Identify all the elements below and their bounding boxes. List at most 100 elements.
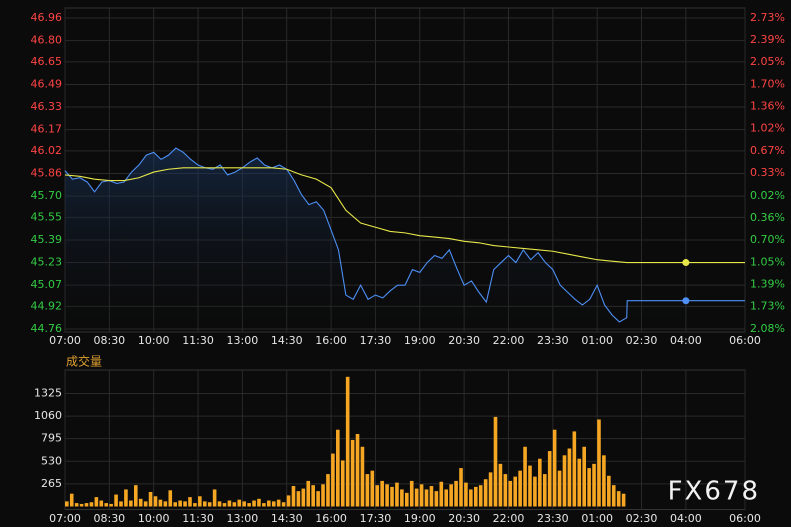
volume-bar (498, 463, 503, 507)
volume-bar (198, 496, 202, 507)
volume-bar (621, 493, 626, 507)
volume-bar (237, 499, 242, 507)
last-point-marker (682, 297, 690, 305)
y2-tick-label: 0.70% (750, 233, 785, 246)
volume-bar (124, 489, 128, 507)
last-point-marker (682, 259, 690, 267)
y2-tick-label: 0.33% (750, 166, 785, 179)
volume-bar (375, 485, 380, 507)
x-tick-label: 20:30 (448, 334, 480, 347)
x-tick-label: 14:30 (271, 334, 303, 347)
volume-bar (321, 484, 325, 507)
price-area (65, 148, 686, 329)
volume-bar (178, 500, 182, 507)
x-tick-label: 22:00 (493, 512, 525, 525)
volume-bar (138, 498, 143, 507)
volume-bar (306, 480, 311, 507)
volume-bar (528, 465, 532, 507)
y2-tick-label: 1.05% (750, 255, 785, 268)
x-tick-label: 13:00 (227, 512, 259, 525)
volume-bar (331, 453, 335, 507)
volume-bar (247, 503, 251, 507)
volume-bar (202, 501, 207, 507)
volume-bar (518, 470, 522, 507)
watermark: FX678 (668, 477, 760, 507)
volume-bar (616, 491, 621, 507)
volume-bar (434, 491, 439, 507)
average-line (64, 167, 686, 264)
volume-bar (483, 479, 488, 507)
y-tick-label: 45.86 (31, 167, 63, 180)
volume-bar (557, 470, 562, 507)
y-tick-label: 1325 (34, 386, 62, 399)
x-tick-label: 14:30 (271, 512, 303, 525)
volume-bar (109, 503, 113, 507)
volume-bar (74, 503, 79, 507)
y2-tick-label: 2.08% (750, 322, 785, 335)
volume-bar (193, 503, 197, 507)
x-tick-label: 11:30 (182, 512, 214, 525)
volume-bar (503, 474, 508, 507)
volume-bar (567, 448, 572, 507)
x-tick-label: 07:00 (49, 512, 81, 525)
volume-bar (227, 500, 232, 507)
x-tick-label: 23:30 (537, 334, 569, 347)
volume-bar (488, 472, 493, 507)
y-tick-label: 45.39 (31, 233, 63, 246)
x-tick-label: 08:30 (93, 512, 125, 525)
volume-bar (572, 431, 577, 507)
volume-bar (217, 501, 222, 507)
volume-bar (493, 416, 498, 507)
volume-bar (478, 485, 483, 507)
y-tick-label: 45.07 (31, 278, 63, 291)
y2-tick-label: 1.73% (750, 299, 785, 312)
x-tick-label: 02:30 (626, 512, 658, 525)
volume-bar (513, 476, 518, 507)
volume-bar (183, 501, 187, 507)
volume-bar (345, 376, 350, 507)
volume-bar (602, 455, 606, 507)
volume-bar (326, 474, 330, 507)
volume-bar (94, 497, 99, 507)
volume-bar (212, 489, 217, 507)
volume-bar (336, 429, 340, 507)
volume-bar (611, 485, 616, 507)
y-tick-label: 44.92 (31, 299, 63, 312)
volume-bar (316, 491, 320, 507)
y2-tick-label: 2.39% (750, 33, 785, 46)
x-tick-label: 08:30 (93, 334, 125, 347)
volume-bar (577, 458, 582, 507)
x-tick-label: 11:30 (182, 334, 214, 347)
volume-bar (350, 439, 355, 507)
volume-bar (533, 476, 537, 507)
x-tick-label: 22:00 (493, 334, 525, 347)
volume-bar (143, 501, 148, 507)
y-tick-label: 530 (41, 454, 62, 467)
x-tick-label: 17:30 (360, 512, 392, 525)
y-tick-label: 795 (41, 432, 62, 445)
volume-bar (311, 485, 315, 507)
volume-title: 成交量 (66, 354, 102, 369)
volume-bar (592, 463, 596, 507)
x-tick-label: 19:00 (404, 334, 436, 347)
volume-bar (355, 433, 360, 507)
volume-bar (508, 480, 513, 507)
volume-bar (385, 484, 389, 507)
volume-bar (365, 474, 370, 507)
volume-bar (69, 493, 74, 507)
x-tick-label: 17:30 (360, 334, 392, 347)
volume-bar (232, 502, 237, 507)
volume-bar (414, 488, 419, 507)
x-tick-label: 06:00 (729, 512, 761, 525)
volume-bar (538, 458, 542, 507)
volume-bar (257, 498, 261, 507)
y2-tick-label: 0.67% (750, 144, 785, 157)
x-tick-label: 16:00 (315, 334, 347, 347)
volume-bar (242, 501, 246, 507)
y2-tick-label: 1.02% (750, 122, 785, 135)
y-tick-label: 46.02 (31, 144, 63, 157)
volume-bar (607, 475, 611, 507)
volume-bar (360, 446, 365, 507)
